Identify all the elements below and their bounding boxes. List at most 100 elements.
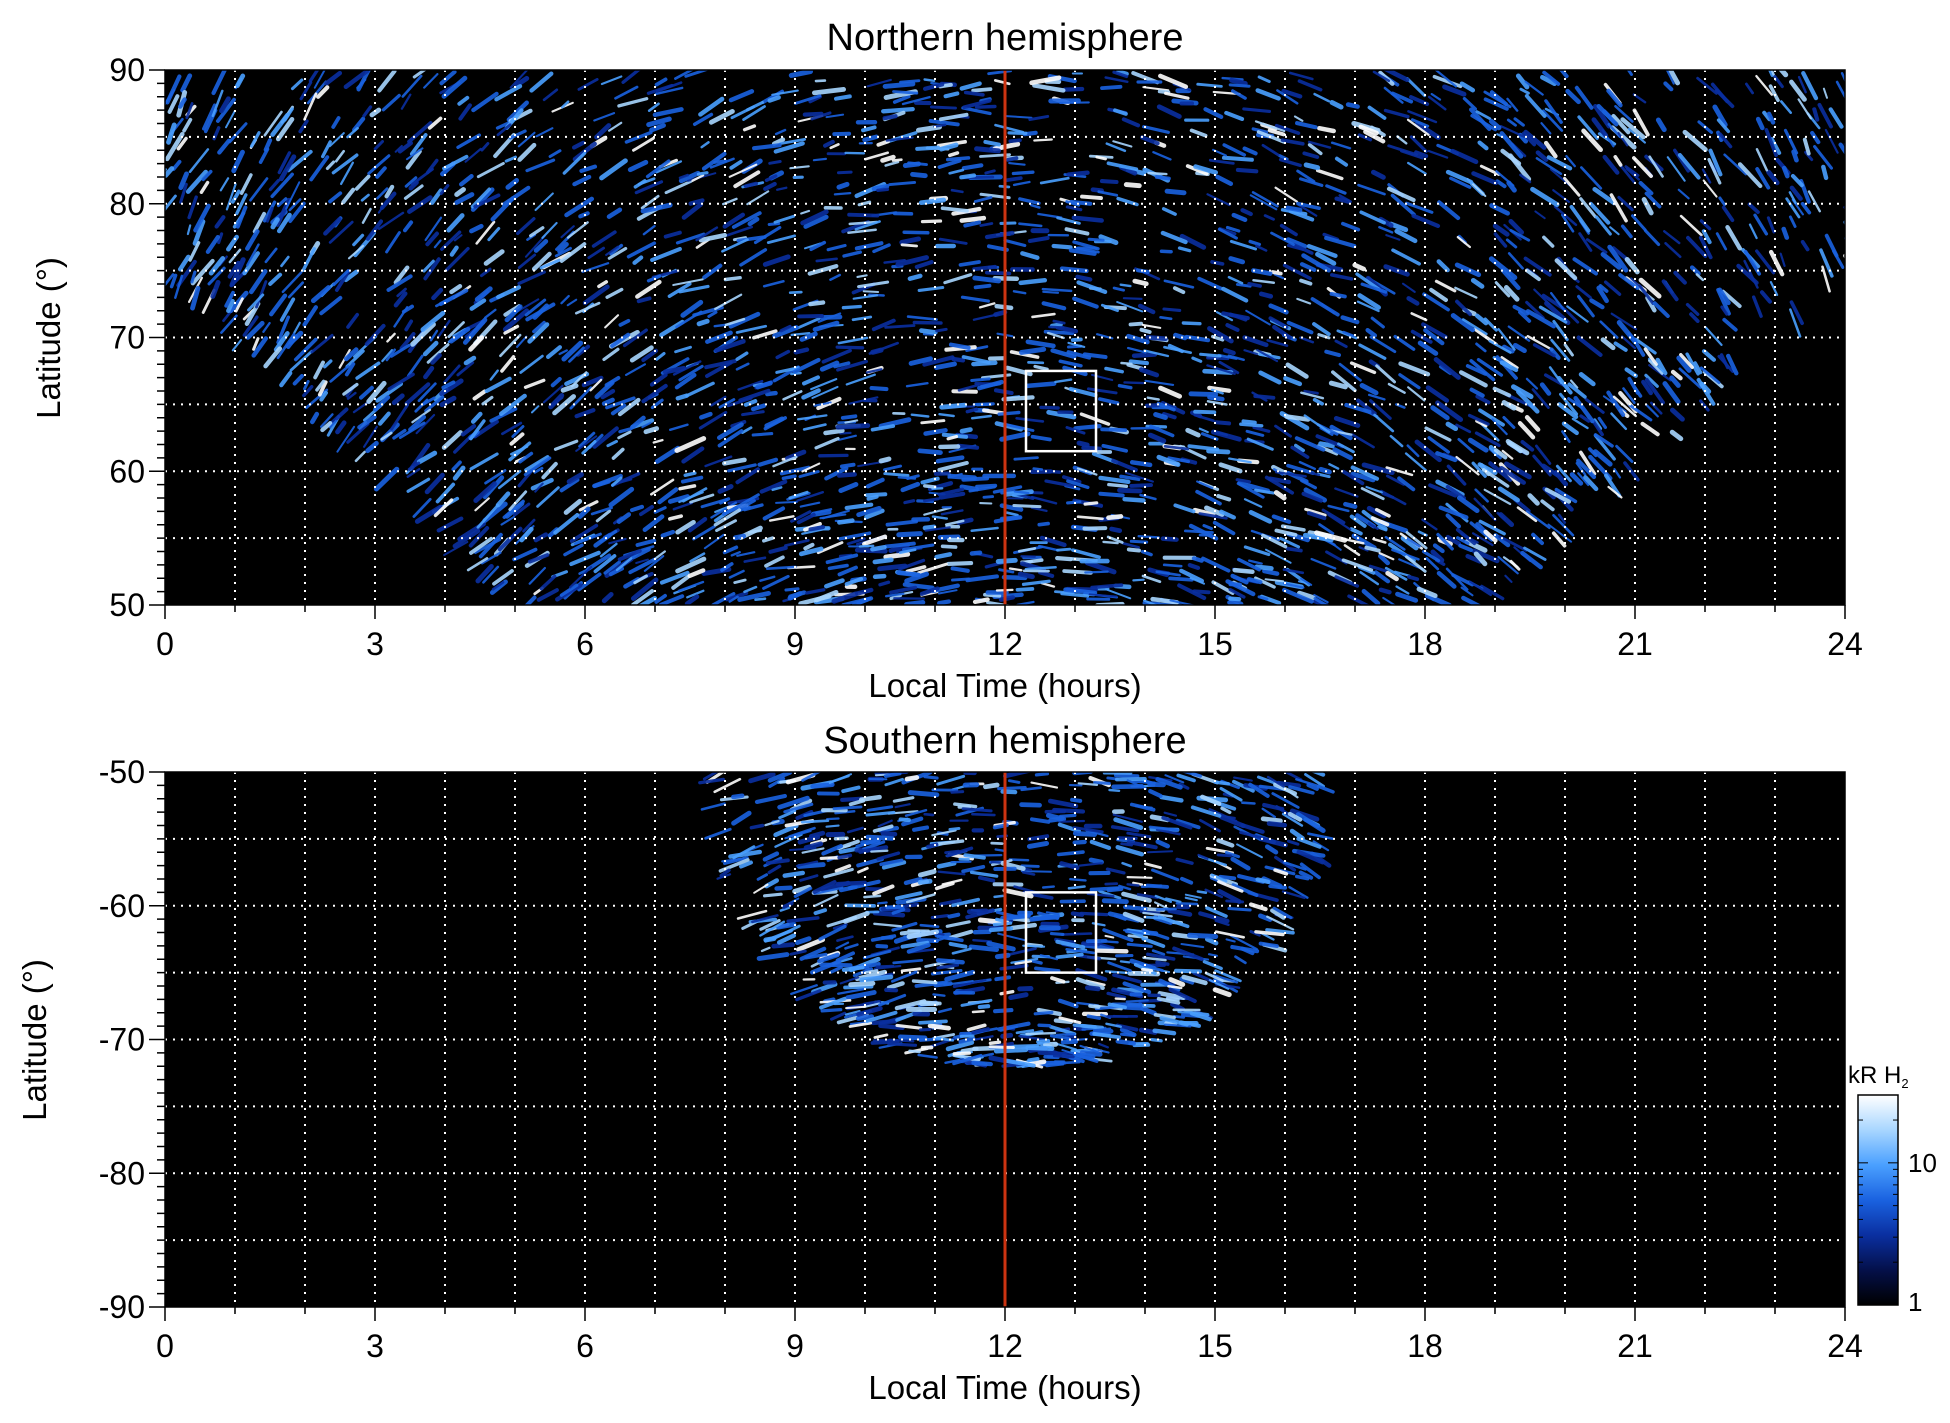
emission-streak: [1598, 284, 1609, 293]
emission-streak: [1115, 777, 1147, 782]
emission-streak: [1057, 822, 1081, 834]
emission-streak: [1255, 88, 1281, 101]
emission-streak: [245, 320, 265, 340]
emission-streak: [1627, 127, 1646, 144]
emission-streak: [319, 390, 328, 402]
emission-streak: [1349, 527, 1363, 536]
emission-streak: [900, 940, 930, 949]
emission-streak: [1366, 505, 1387, 519]
emission-streak: [1198, 427, 1209, 434]
emission-streak: [1620, 224, 1633, 239]
emission-streak: [523, 378, 546, 389]
emission-streak: [1060, 932, 1093, 936]
emission-streak: [566, 221, 589, 239]
emission-streak: [1557, 376, 1573, 395]
emission-streak: [1525, 300, 1545, 320]
emission-streak: [1343, 544, 1361, 557]
emission-streak: [771, 137, 786, 146]
emission-streak: [1606, 88, 1623, 108]
emission-streak: [1198, 512, 1228, 520]
emission-streak: [933, 361, 957, 370]
emission-streak: [1686, 235, 1708, 259]
emission-streak: [1062, 86, 1085, 92]
emission-streak: [1247, 281, 1262, 288]
emission-streak: [288, 201, 306, 224]
emission-streak: [610, 332, 631, 348]
emission-streak: [767, 864, 782, 875]
emission-streak: [994, 975, 1012, 982]
emission-streak: [385, 231, 401, 254]
emission-streak: [1156, 454, 1181, 467]
emission-streak: [1173, 503, 1196, 514]
emission-streak: [1483, 317, 1498, 332]
emission-streak: [1218, 360, 1240, 375]
emission-streak: [1189, 128, 1208, 138]
emission-streak: [462, 317, 488, 345]
emission-streak: [264, 247, 278, 264]
emission-streak: [335, 420, 347, 435]
emission-streak: [201, 169, 213, 182]
emission-streak: [883, 259, 906, 264]
emission-streak: [578, 431, 596, 448]
emission-streak: [1116, 301, 1144, 313]
emission-streak: [1143, 915, 1167, 920]
emission-streak: [1202, 524, 1213, 531]
emission-streak: [688, 198, 705, 206]
emission-streak: [1296, 297, 1312, 305]
emission-streak: [142, 123, 147, 135]
emission-streak: [837, 170, 853, 175]
emission-streak: [1142, 86, 1170, 92]
emission-streak: [219, 96, 231, 114]
emission-streak: [193, 203, 211, 233]
emission-streak: [1012, 180, 1031, 187]
emission-streak: [1140, 1006, 1157, 1016]
emission-streak: [899, 236, 921, 245]
emission-streak: [313, 360, 325, 380]
emission-streak: [536, 486, 560, 508]
emission-streak: [1105, 588, 1132, 600]
emission-streak: [1267, 476, 1292, 485]
emission-streak: [279, 297, 296, 322]
colorbar-label: kR H2: [1848, 1062, 1909, 1091]
emission-streak: [884, 160, 900, 167]
emission-streak: [574, 301, 601, 315]
emission-streak: [1288, 209, 1315, 222]
emission-streak: [1445, 513, 1462, 529]
emission-streak: [1159, 794, 1184, 803]
emission-streak: [1155, 570, 1181, 577]
emission-streak: [1218, 509, 1236, 520]
emission-streak: [1167, 908, 1193, 917]
emission-streak: [342, 382, 359, 396]
emission-streak: [1655, 117, 1667, 133]
emission-streak: [950, 566, 970, 573]
emission-streak: [1208, 158, 1235, 165]
emission-streak: [519, 354, 544, 374]
colorbar-label-subscript: 2: [1901, 1076, 1908, 1091]
emission-streak: [1213, 780, 1231, 786]
emission-streak: [768, 160, 782, 165]
emission-streak: [844, 502, 874, 510]
emission-streak: [1034, 966, 1061, 973]
emission-streak: [786, 916, 820, 924]
emission-streak: [932, 993, 946, 997]
emission-streak: [1578, 450, 1597, 476]
emission-streak: [811, 508, 833, 515]
emission-streak: [1328, 380, 1348, 390]
emission-streak: [1762, 110, 1772, 122]
emission-streak: [319, 295, 343, 316]
emission-streak: [1861, 67, 1863, 75]
emission-streak: [872, 884, 895, 896]
emission-streak: [805, 588, 826, 595]
emission-streak: [923, 506, 952, 516]
emission-streak: [774, 128, 787, 136]
emission-streak: [386, 274, 413, 292]
emission-streak: [1157, 991, 1186, 1001]
emission-streak: [1327, 504, 1350, 513]
emission-streak: [133, 151, 147, 175]
emission-streak: [1273, 868, 1289, 876]
emission-streak: [1112, 286, 1125, 292]
emission-streak: [876, 851, 901, 861]
emission-streak: [952, 1051, 972, 1056]
emission-streak: [422, 340, 439, 357]
emission-streak: [1159, 1016, 1189, 1027]
